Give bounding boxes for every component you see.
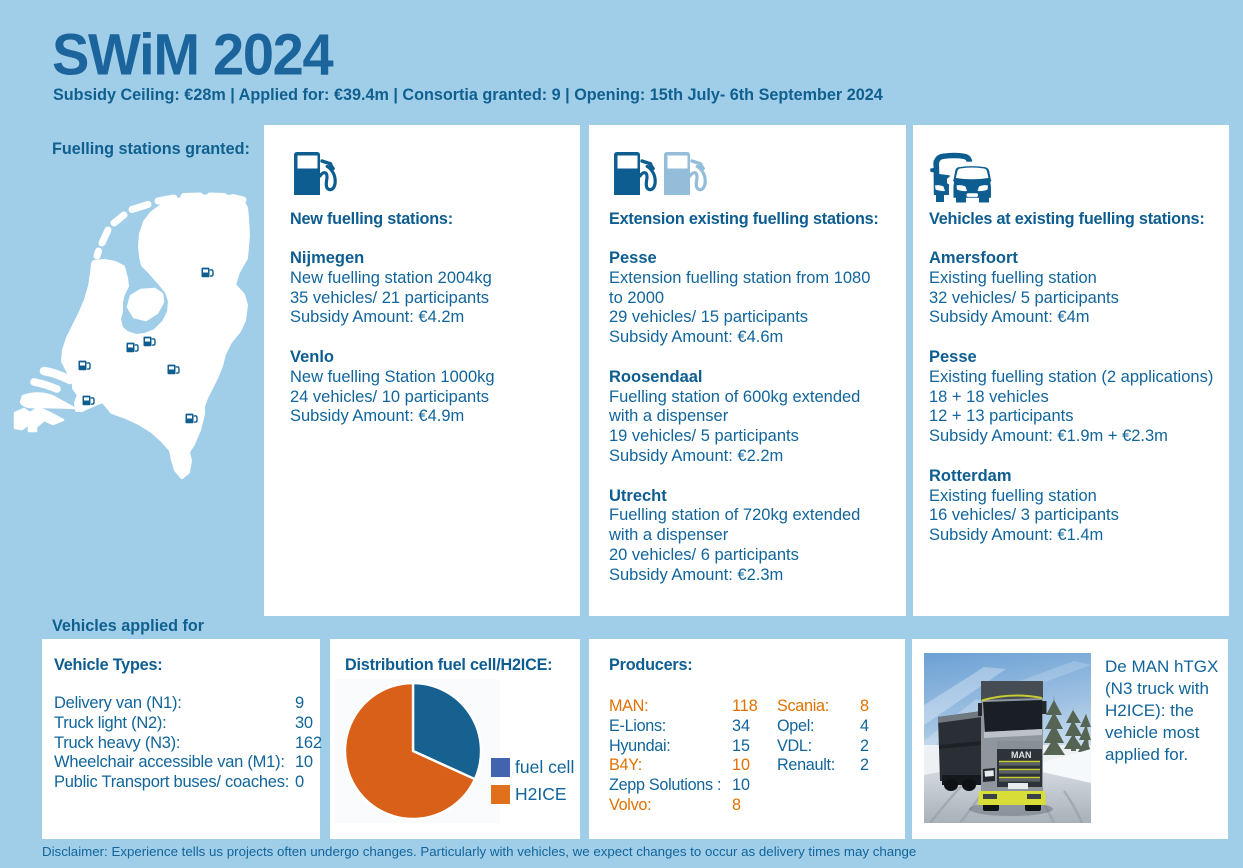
svg-text:MAN: MAN (1011, 750, 1032, 760)
svg-text:H2ICE: H2ICE (515, 784, 567, 804)
svg-text:fuel cell: fuel cell (515, 757, 574, 777)
